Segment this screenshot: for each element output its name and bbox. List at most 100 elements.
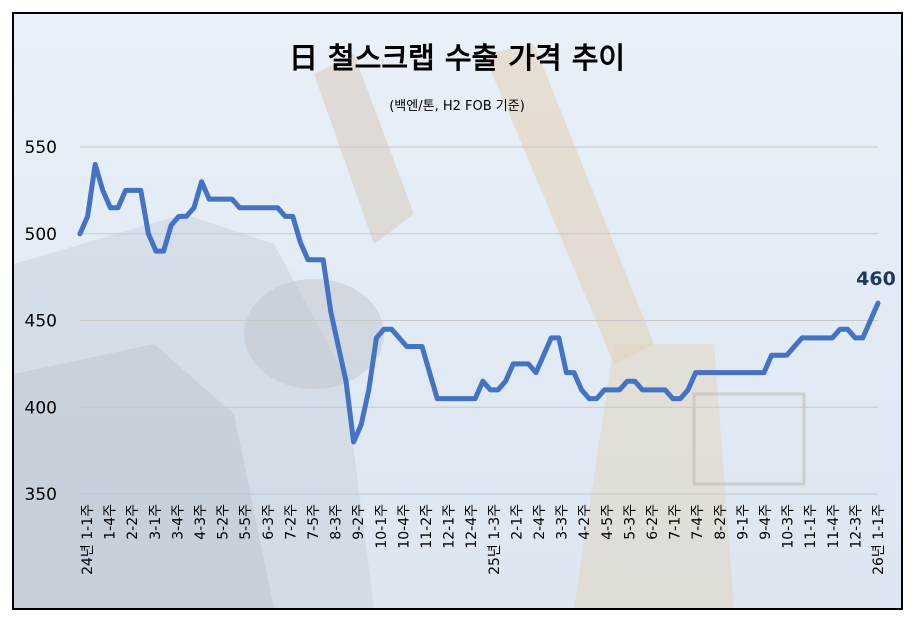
data-point xyxy=(353,441,355,443)
y-tick-label: 350 xyxy=(25,485,57,505)
data-point xyxy=(436,398,438,400)
data-point xyxy=(429,372,431,374)
data-point xyxy=(649,389,651,391)
series-line xyxy=(77,161,881,445)
data-point xyxy=(79,233,81,235)
data-point xyxy=(315,259,317,261)
data-point xyxy=(292,215,294,217)
x-tick-label: 12-3주 xyxy=(848,504,864,549)
x-tick-label: 7-1주 xyxy=(668,504,684,540)
data-point xyxy=(603,389,605,391)
x-tick-label: 5-3주 xyxy=(622,504,638,540)
data-point xyxy=(763,372,765,374)
data-point xyxy=(611,389,613,391)
data-point xyxy=(847,328,849,330)
data-point xyxy=(489,389,491,391)
data-point xyxy=(527,363,529,365)
data-point xyxy=(322,259,324,261)
data-point xyxy=(482,380,484,382)
x-tick-label: 10-4주 xyxy=(396,504,412,549)
y-tick-label: 400 xyxy=(25,398,57,418)
data-point xyxy=(512,363,514,365)
x-tick-label: 2-4주 xyxy=(532,504,548,540)
data-point xyxy=(231,198,233,200)
x-tick-label: 5-2주 xyxy=(216,504,232,540)
data-point xyxy=(413,346,415,347)
x-tick-label: 3-1주 xyxy=(148,504,164,540)
x-tick-label: 26년 1-1주 xyxy=(871,504,887,575)
data-point xyxy=(102,189,104,191)
data-point xyxy=(520,363,522,365)
data-point xyxy=(140,189,142,191)
data-point xyxy=(284,215,286,217)
data-point xyxy=(550,337,552,339)
data-point xyxy=(778,354,780,356)
data-point xyxy=(216,198,218,200)
data-point xyxy=(535,372,537,374)
data-point xyxy=(375,337,377,339)
data-point xyxy=(824,337,826,339)
x-tick-label: 9-4주 xyxy=(758,504,774,540)
data-point xyxy=(391,328,393,330)
y-tick-label: 450 xyxy=(25,312,57,332)
x-tick-label: 6-2주 xyxy=(645,504,661,540)
data-point xyxy=(246,207,248,209)
x-tick-label: 25년 1-3주 xyxy=(487,504,503,575)
x-tick-label: 9-2주 xyxy=(351,504,367,540)
data-point xyxy=(185,215,187,217)
x-tick-label: 10-1주 xyxy=(374,504,390,549)
data-point xyxy=(588,398,590,400)
data-point xyxy=(565,372,567,374)
x-tick-label: 2-2주 xyxy=(125,504,141,540)
data-point xyxy=(869,320,871,321)
data-point xyxy=(451,398,453,400)
y-axis: 550 500 450 400 350 xyxy=(25,138,57,505)
x-tick-label: 7-5주 xyxy=(306,504,322,540)
x-tick-label: 11-1주 xyxy=(803,504,819,549)
x-tick-label: 4-3주 xyxy=(193,504,209,540)
x-tick-label: 12-1주 xyxy=(442,504,458,549)
data-point xyxy=(702,372,704,374)
data-point xyxy=(672,398,674,400)
x-tick-label: 3-4주 xyxy=(170,504,186,540)
x-tick-label: 5-5주 xyxy=(238,504,254,540)
data-point xyxy=(398,337,400,339)
data-point xyxy=(444,398,446,400)
data-point xyxy=(368,389,370,391)
data-point xyxy=(383,328,385,330)
x-tick-label: 11-2주 xyxy=(419,504,435,549)
x-tick-label: 1-4주 xyxy=(103,504,119,540)
x-tick-label: 9-1주 xyxy=(735,504,751,540)
data-point xyxy=(421,346,423,347)
data-point xyxy=(193,207,195,209)
data-point xyxy=(619,389,621,391)
data-point xyxy=(474,398,476,400)
data-point xyxy=(695,372,697,374)
data-point xyxy=(687,389,689,391)
data-point xyxy=(771,354,773,356)
data-point xyxy=(94,163,96,165)
data-point xyxy=(261,207,263,209)
data-point xyxy=(877,302,879,304)
data-point xyxy=(839,328,841,330)
data-point xyxy=(117,207,119,209)
data-point xyxy=(337,346,339,347)
data-point xyxy=(125,189,127,191)
data-point xyxy=(831,337,833,339)
data-point xyxy=(573,372,575,374)
data-point xyxy=(581,389,583,391)
data-point xyxy=(755,372,757,374)
x-tick-label: 7-4주 xyxy=(690,504,706,540)
x-tick-label: 4-5주 xyxy=(600,504,616,540)
series-group xyxy=(77,161,881,445)
x-tick-label: 2-1주 xyxy=(509,504,525,540)
data-point xyxy=(208,198,210,200)
chart-subtitle: (백엔/톤, H2 FOB 기준) xyxy=(389,99,525,114)
data-point xyxy=(717,372,719,374)
x-tick-label: 12-4주 xyxy=(464,504,480,549)
data-point xyxy=(299,241,301,243)
data-point xyxy=(641,389,643,391)
data-point xyxy=(793,346,795,347)
chart-title: 日 철스크랩 수출 가격 추이 xyxy=(289,41,625,75)
